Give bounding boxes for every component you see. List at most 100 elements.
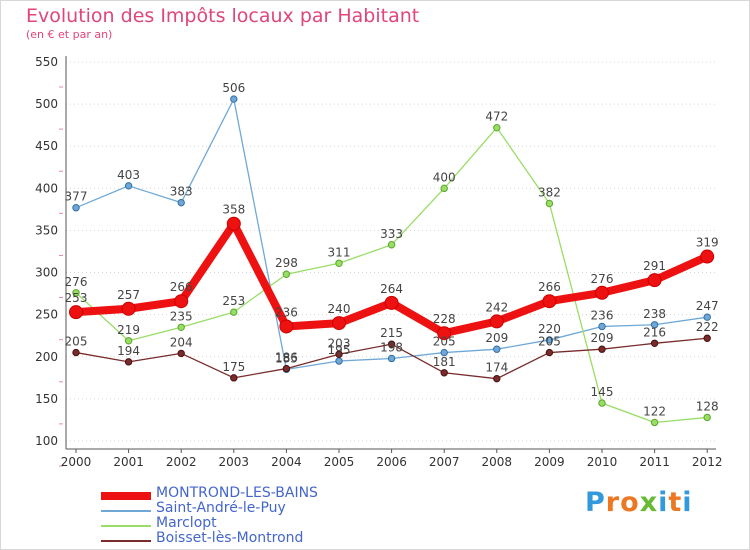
- data-point-1-10: [598, 322, 606, 331]
- x-tick-label-2012: 2012: [692, 455, 723, 469]
- data-point-3-10: [598, 345, 606, 353]
- data-point-2-7: [440, 184, 448, 193]
- data-label-0-11: 291: [643, 259, 666, 273]
- data-label-3-9: 205: [538, 335, 561, 349]
- y-tick-label-250: 250: [35, 308, 58, 322]
- data-point-2-12: [703, 413, 711, 422]
- data-point-1-2: [177, 198, 185, 207]
- data-point-0-2: [174, 294, 189, 309]
- x-tick-label-2011: 2011: [639, 455, 670, 469]
- legend-label-1: Saint-André-le-Puy: [156, 500, 286, 516]
- data-label-1-8: 209: [485, 331, 508, 345]
- x-tick-label-2001: 2001: [113, 455, 144, 469]
- data-label-0-6: 264: [380, 282, 403, 296]
- data-point-3-12: [703, 334, 711, 342]
- data-label-3-10: 209: [591, 331, 614, 345]
- data-label-3-1: 194: [117, 344, 140, 358]
- data-label-3-11: 216: [643, 325, 666, 339]
- data-label-1-1: 403: [117, 168, 140, 182]
- data-point-0-9: [542, 294, 557, 309]
- x-tick-label-2006: 2006: [376, 455, 407, 469]
- data-label-2-8: 472: [485, 110, 508, 124]
- data-point-0-0: [69, 305, 83, 320]
- data-point-0-12: [700, 249, 715, 264]
- y-tick-label-350: 350: [35, 223, 58, 237]
- data-label-3-5: 203: [328, 336, 351, 350]
- data-point-2-11: [650, 418, 659, 427]
- y-tick-label-500: 500: [35, 97, 58, 111]
- y-tick-label-200: 200: [35, 350, 58, 364]
- x-tick-label-2010: 2010: [587, 455, 618, 469]
- data-label-1-5: 195: [328, 343, 351, 357]
- data-label-0-12: 319: [696, 236, 719, 250]
- data-label-1-7: 205: [433, 335, 456, 349]
- data-point-2-9: [545, 199, 554, 208]
- data-label-0-8: 242: [485, 300, 508, 314]
- y-tick-label-400: 400: [35, 181, 58, 195]
- data-label-3-12: 222: [696, 320, 719, 334]
- legend-swatch-0: [101, 492, 151, 500]
- chart-subtitle: (en € et par an): [26, 28, 113, 41]
- data-point-3-2: [177, 349, 185, 358]
- data-point-0-6: [384, 295, 399, 310]
- x-tick-label-2008: 2008: [482, 455, 513, 469]
- y-tick-label-450: 450: [35, 139, 58, 153]
- data-point-0-11: [647, 273, 662, 288]
- data-point-3-4: [282, 364, 291, 373]
- legend-swatch-1: [101, 510, 151, 512]
- data-label-2-6: 333: [380, 227, 403, 241]
- data-point-3-8: [493, 374, 501, 383]
- data-label-2-3: 253: [222, 294, 245, 308]
- legend-label-3: Boisset-lès-Montrond: [156, 530, 304, 546]
- data-label-3-4: 186: [275, 351, 298, 365]
- y-tick-label-300: 300: [35, 266, 58, 280]
- data-point-2-1: [124, 337, 133, 345]
- data-label-3-2: 204: [170, 335, 193, 349]
- data-point-2-3: [230, 308, 238, 316]
- data-label-1-0: 377: [65, 190, 88, 204]
- x-tick-label-2007: 2007: [429, 455, 460, 469]
- data-point-3-11: [650, 339, 659, 348]
- data-point-1-11: [650, 321, 659, 329]
- data-label-0-9: 266: [538, 280, 561, 294]
- data-label-0-1: 257: [117, 288, 140, 302]
- x-tick-label-2004: 2004: [271, 455, 302, 469]
- grid: [66, 61, 716, 442]
- x-tick-label-2005: 2005: [324, 455, 355, 469]
- data-label-1-6: 198: [380, 340, 403, 354]
- x-tick-label-2002: 2002: [166, 455, 197, 469]
- data-label-1-4: 185: [275, 351, 298, 365]
- data-point-2-6: [387, 241, 396, 249]
- data-point-0-3: [226, 216, 241, 231]
- x-tick-label-2003: 2003: [219, 455, 250, 469]
- data-label-3-7: 181: [433, 355, 456, 369]
- data-label-1-9: 220: [538, 322, 561, 336]
- data-label-1-2: 383: [170, 185, 193, 199]
- data-point-2-10: [598, 399, 606, 407]
- data-label-2-1: 219: [117, 323, 140, 337]
- data-point-2-5: [335, 259, 343, 267]
- data-point-0-10: [595, 285, 609, 300]
- data-label-0-10: 276: [591, 272, 614, 286]
- data-point-1-12: [703, 313, 711, 321]
- data-point-1-7: [440, 348, 448, 357]
- data-point-0-1: [121, 301, 136, 316]
- data-point-3-5: [335, 350, 343, 358]
- legend-item-2: Marclopt: [101, 515, 361, 533]
- data-point-1-5: [335, 357, 343, 365]
- x-tick-label-2000: 2000: [61, 455, 92, 469]
- data-point-0-7: [437, 326, 452, 341]
- data-point-0-8: [489, 314, 504, 329]
- data-point-1-3: [230, 95, 238, 103]
- legend-label-0: MONTROND-LES-BAINS: [156, 485, 318, 501]
- data-label-3-3: 175: [222, 360, 245, 374]
- data-point-3-7: [440, 369, 448, 377]
- series-group: [69, 95, 715, 427]
- data-point-3-6: [387, 340, 396, 348]
- y-tick-label-150: 150: [35, 392, 58, 406]
- data-label-2-2: 235: [170, 309, 193, 323]
- y-tick-label-550: 550: [35, 55, 58, 69]
- legend-swatch-2: [101, 525, 151, 527]
